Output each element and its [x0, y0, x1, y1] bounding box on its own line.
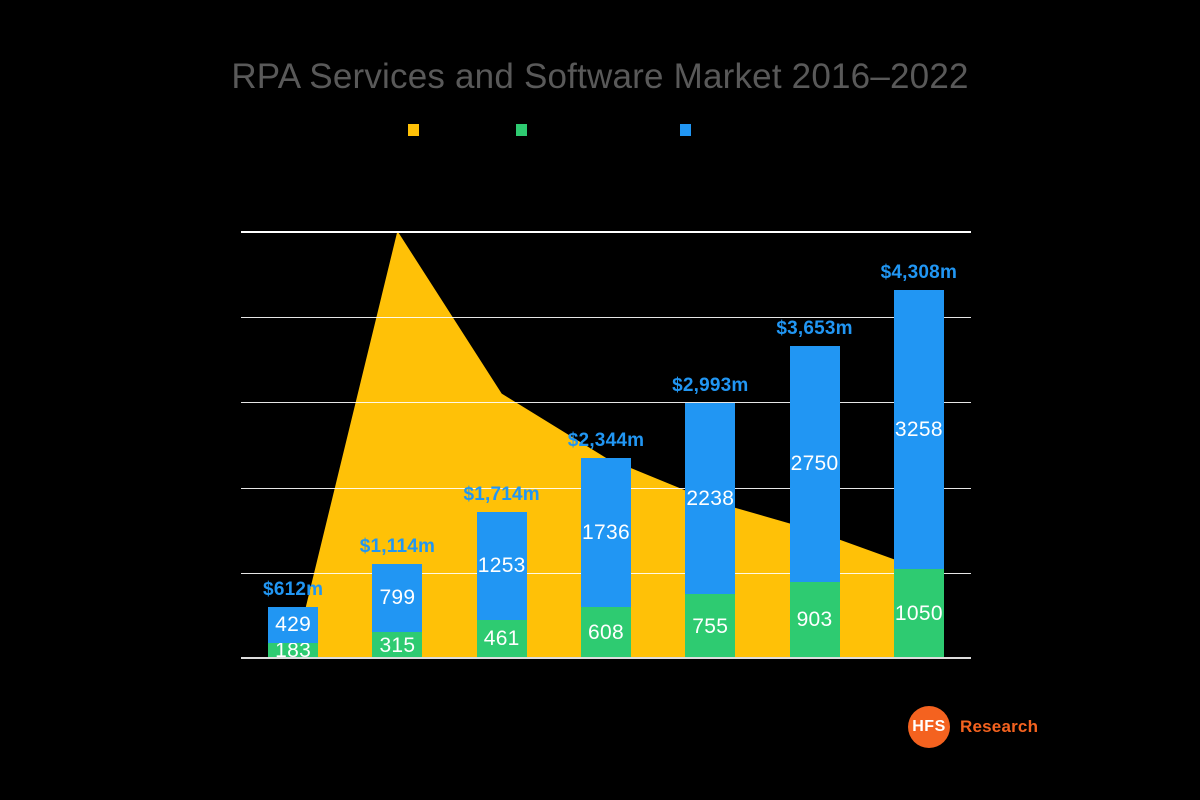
- bar-segment-services[interactable]: 2750: [789, 346, 840, 582]
- green-square-icon: [516, 124, 527, 136]
- legend-item-1[interactable]: [516, 120, 534, 140]
- page-title: RPA Services and Software Market 2016–20…: [231, 57, 969, 96]
- bar-stack-2018[interactable]: 461 1253 $1,714m: [463, 484, 540, 659]
- bar-total-label: $612m: [263, 578, 324, 600]
- brand-name: Research: [960, 717, 1039, 736]
- bar-segment-services[interactable]: 3258: [893, 290, 944, 570]
- bar-total-label: $1,714m: [463, 484, 540, 506]
- blue-square-icon: [680, 124, 691, 136]
- bar-segment-services[interactable]: 799: [372, 563, 423, 633]
- bar-segment-services[interactable]: 429: [268, 606, 319, 644]
- bar-segment-software[interactable]: 183: [268, 639, 319, 662]
- bar-total-label: $4,308m: [880, 262, 958, 284]
- bar-segment-software[interactable]: 755: [685, 594, 736, 659]
- legend-item-2[interactable]: [680, 120, 698, 140]
- bar-total-label: $1,114m: [359, 535, 436, 557]
- x-axis-line: [241, 657, 971, 659]
- gridline-4000: [241, 316, 971, 318]
- bar-stack-2019[interactable]: 608 1736 $2,344m: [568, 430, 644, 659]
- bar-segment-services[interactable]: 1736: [581, 458, 631, 607]
- chart-legend: [370, 120, 830, 142]
- bar-total-label: $3,653m: [776, 318, 853, 340]
- bar-total-label: $2,344m: [567, 430, 645, 452]
- bar-segment-software[interactable]: 608: [581, 606, 631, 659]
- bar-segment-software[interactable]: 461: [476, 619, 527, 659]
- bar-stack-2020[interactable]: 755 2238 $2,993m: [672, 375, 748, 659]
- bar-stack-2017[interactable]: 315 799 $1,114m: [360, 536, 435, 659]
- growth-area-path: [241, 231, 919, 659]
- hfs-logo-icon: HFS: [908, 706, 950, 748]
- growth-area-series: [241, 231, 919, 659]
- brand-logo: HFS Research: [908, 706, 1038, 748]
- bar-stack-2021[interactable]: 903 2750 $3,653m: [776, 318, 853, 659]
- bar-segment-software[interactable]: 1050: [893, 569, 944, 659]
- bar-segment-services[interactable]: 1253: [476, 512, 527, 620]
- bar-segment-software[interactable]: 903: [789, 581, 840, 659]
- bar-segment-software[interactable]: 315: [372, 632, 423, 659]
- legend-item-0[interactable]: [408, 120, 426, 140]
- gridline-5000: [241, 231, 971, 233]
- gridline-3000: [241, 402, 971, 404]
- yellow-square-icon: [408, 124, 419, 136]
- bar-stack-2022[interactable]: 1050 3258 $4,308m: [881, 262, 957, 659]
- bar-segment-services[interactable]: 2238: [685, 402, 736, 595]
- bar-total-label: $2,993m: [672, 374, 749, 396]
- plot-area: 183 429 $612m 315 799 $1,114m 461 1253 $1,714m 60…: [241, 231, 971, 663]
- bar-stack-2016[interactable]: 183 429 $612m: [263, 579, 323, 663]
